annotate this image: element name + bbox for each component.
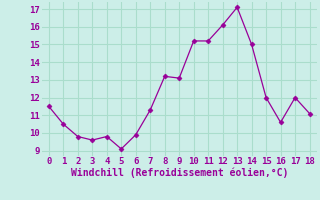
X-axis label: Windchill (Refroidissement éolien,°C): Windchill (Refroidissement éolien,°C)	[70, 168, 288, 178]
